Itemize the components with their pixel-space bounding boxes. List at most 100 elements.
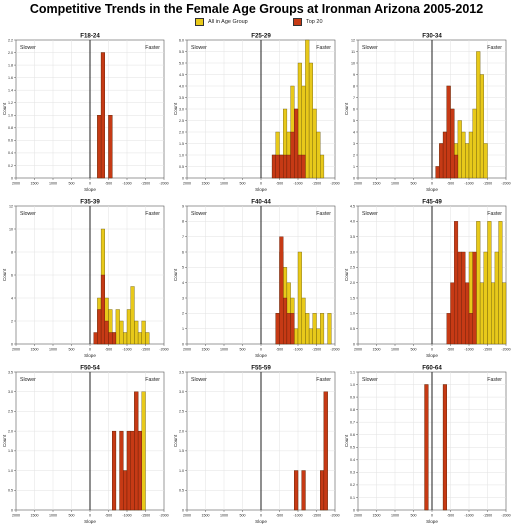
x-tick-label: 500 xyxy=(69,182,75,186)
y-tick-label: 9 xyxy=(353,73,355,77)
y-tick-label: 2 xyxy=(11,319,13,323)
x-tick-label: -1000 xyxy=(122,182,131,186)
x-tick-label: 500 xyxy=(411,182,417,186)
y-tick-label: 0.5 xyxy=(179,165,184,169)
x-tick-label: -2000 xyxy=(330,182,339,186)
x-tick-label: 2000 xyxy=(183,514,191,518)
bar-top20 xyxy=(112,332,117,345)
bar-top20 xyxy=(454,154,459,179)
y-tick-label: 0 xyxy=(11,342,13,346)
x-tick-label: -1500 xyxy=(483,348,492,352)
panel-title: F45-49 xyxy=(422,199,442,206)
x-tick-label: 1500 xyxy=(202,348,210,352)
y-tick-label: 8 xyxy=(182,220,184,224)
x-tick-label: 1000 xyxy=(391,182,399,186)
y-tick-label: 1.5 xyxy=(350,296,355,300)
y-axis-label: Count xyxy=(344,102,349,115)
bar-top20 xyxy=(442,131,447,179)
annotation-slower: Slower xyxy=(20,211,36,217)
x-axis-label: Slope xyxy=(255,353,267,358)
y-tick-label: 6 xyxy=(182,250,184,254)
bar-all xyxy=(145,332,150,345)
x-tick-label: 0 xyxy=(89,348,91,352)
x-tick-label: 500 xyxy=(69,514,75,518)
x-tick-label: 500 xyxy=(411,348,417,352)
y-tick-label: 2.5 xyxy=(350,266,355,270)
y-tick-label: 3 xyxy=(182,296,184,300)
x-tick-label: -2000 xyxy=(330,348,339,352)
histogram-panel-f18-24: 2000 1500 1000 500 0 -500 -1000 -1500 -2000 0 0.2 0… xyxy=(0,30,171,196)
y-axis-label: Count xyxy=(173,268,178,281)
annotation-faster: Faster xyxy=(487,45,502,51)
y-tick-label: 3.5 xyxy=(179,370,184,374)
x-tick-label: -2000 xyxy=(330,514,339,518)
x-tick-label: -1000 xyxy=(293,514,302,518)
x-tick-label: -1000 xyxy=(464,348,473,352)
histogram-svg: 2000 1500 1000 500 0 -500 -1000 -1500 -200001234… xyxy=(344,33,511,193)
panel-title: F50-54 xyxy=(80,365,100,372)
x-tick-label: -500 xyxy=(105,514,112,518)
y-tick-label: 2.2 xyxy=(8,38,13,42)
chart-title: Competitive Trends in the Female Age Gro… xyxy=(29,2,484,16)
x-axis-label: Slope xyxy=(426,187,438,192)
y-axis-label: Count xyxy=(344,434,349,447)
histogram-svg: 2000 1500 1000 500 0 -500 -1000 -1500 -2000 0 0.5 1… xyxy=(173,365,340,525)
y-tick-label: 10 xyxy=(9,227,13,231)
annotation-faster: Faster xyxy=(487,377,502,383)
bar-top20 xyxy=(97,309,102,345)
bar-all xyxy=(327,313,332,345)
bar-top20 xyxy=(294,108,299,179)
annotation-slower: Slower xyxy=(362,377,378,383)
y-tick-label: 5 xyxy=(182,266,184,270)
y-tick-label: 0.5 xyxy=(350,446,355,450)
x-tick-label: 500 xyxy=(240,514,246,518)
bar-all xyxy=(316,328,321,345)
annotation-slower: Slower xyxy=(20,45,36,51)
x-tick-label: -500 xyxy=(276,348,283,352)
y-tick-label: 0.4 xyxy=(350,458,355,462)
panel-title: F18-24 xyxy=(80,33,100,40)
y-tick-label: 0 xyxy=(182,508,184,512)
y-axis-label: Count xyxy=(173,434,178,447)
x-tick-label: -2000 xyxy=(159,514,168,518)
x-tick-label: 0 xyxy=(260,348,262,352)
bar-top20 xyxy=(294,470,299,511)
bar-top20 xyxy=(439,143,444,179)
y-tick-label: 9 xyxy=(182,204,184,208)
histogram-panel-f60-64: 2000 1500 1000 500 0 -500 -1000 -1500 -2000 0 0.1 0… xyxy=(342,362,513,528)
x-tick-label: -2000 xyxy=(501,514,510,518)
y-tick-label: 6 xyxy=(353,107,355,111)
y-tick-label: 0.7 xyxy=(350,420,355,424)
y-axis-label: Count xyxy=(2,268,7,281)
bar-all xyxy=(494,251,499,345)
y-tick-label: 0 xyxy=(353,342,355,346)
y-tick-label: 0.8 xyxy=(350,408,355,412)
y-tick-label: 0 xyxy=(353,176,355,180)
y-tick-label: 2.5 xyxy=(179,410,184,414)
y-tick-label: 0.6 xyxy=(8,139,13,143)
x-tick-label: -1500 xyxy=(141,348,150,352)
x-tick-label: 1500 xyxy=(31,514,39,518)
y-tick-label: 0.2 xyxy=(8,164,13,168)
annotation-faster: Faster xyxy=(145,377,160,383)
y-tick-label: 1.0 xyxy=(350,383,355,387)
bar-all xyxy=(141,391,146,511)
bar-all xyxy=(294,328,299,345)
bar-all xyxy=(297,251,302,345)
y-tick-label: 3.5 xyxy=(350,235,355,239)
bar-all xyxy=(498,221,503,345)
x-tick-label: 1500 xyxy=(373,182,381,186)
y-tick-label: 11 xyxy=(351,50,355,54)
histogram-grid: 2000 1500 1000 500 0 -500 -1000 -1500 -2000 0 0.2 0… xyxy=(0,30,513,530)
y-tick-label: 0 xyxy=(182,342,184,346)
x-tick-label: 2000 xyxy=(183,348,191,352)
y-tick-label: 2 xyxy=(182,312,184,316)
bar-all xyxy=(483,143,488,179)
x-tick-label: 1500 xyxy=(373,514,381,518)
y-tick-label: 0.2 xyxy=(350,483,355,487)
y-tick-label: 1.0 xyxy=(8,114,13,118)
x-tick-label: -2000 xyxy=(159,182,168,186)
y-tick-label: 2.5 xyxy=(8,410,13,414)
bar-all xyxy=(134,320,139,345)
y-tick-label: 0.8 xyxy=(8,126,13,130)
